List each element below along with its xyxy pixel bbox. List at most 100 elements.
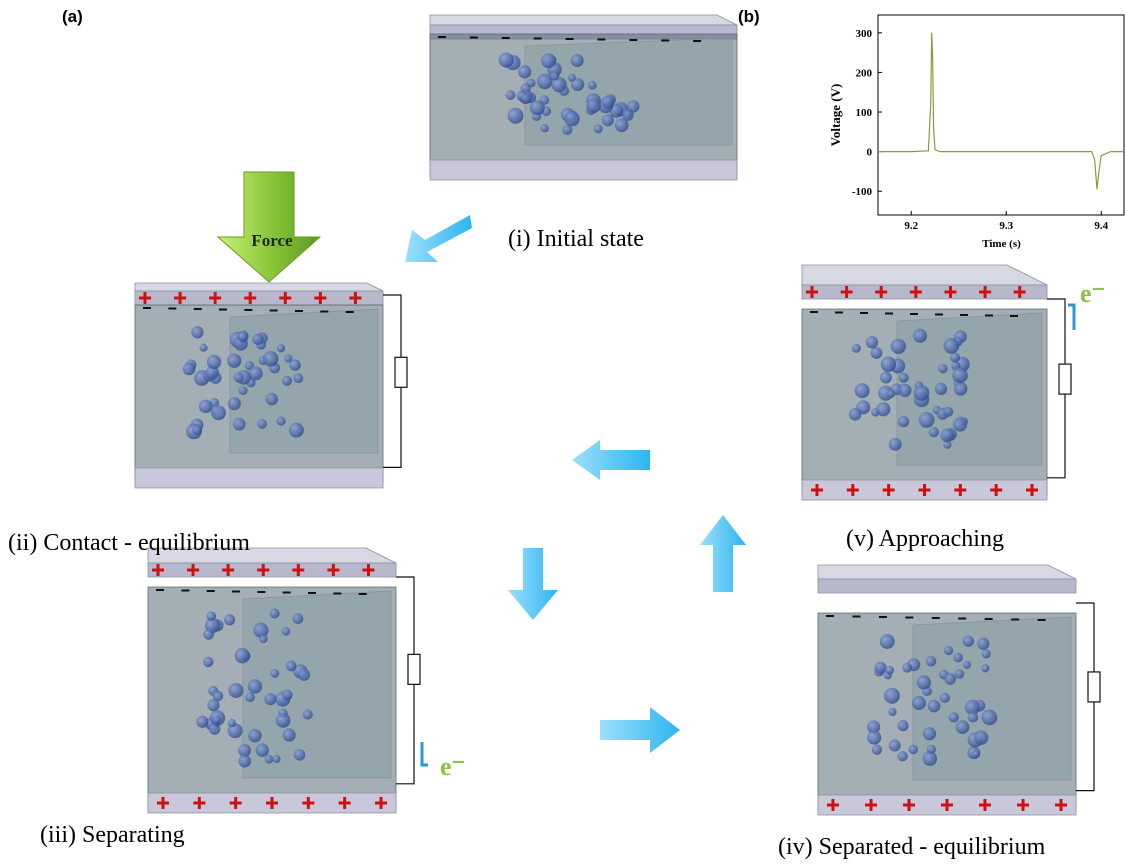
electron-arrow: [422, 742, 428, 765]
top-plate-edge: [802, 285, 1047, 299]
particle: [974, 731, 988, 745]
y-axis-title: Voltage (V): [828, 84, 843, 147]
particle: [912, 696, 926, 710]
particle: [238, 755, 251, 768]
particle: [207, 611, 217, 621]
particle: [615, 118, 629, 132]
particle: [286, 661, 297, 672]
particle: [270, 609, 280, 619]
stage-label: (ii) Contact - equilibrium: [8, 530, 250, 556]
arrow: [508, 548, 558, 620]
particle: [963, 661, 971, 669]
particle: [944, 673, 956, 685]
arrow: [405, 215, 472, 262]
particle: [550, 71, 559, 80]
particle: [293, 373, 303, 383]
particle: [902, 663, 912, 673]
particle: [282, 690, 292, 700]
particle: [888, 708, 896, 716]
particle: [196, 716, 208, 728]
particle: [899, 373, 909, 383]
particle: [849, 408, 862, 421]
particle: [303, 710, 313, 720]
particle: [866, 336, 878, 348]
particle: [228, 397, 241, 410]
stage-label: (iii) Separating: [40, 822, 185, 848]
resistor: [1088, 672, 1100, 702]
particle: [972, 750, 980, 758]
particle: [298, 669, 310, 681]
resistor: [1059, 364, 1071, 394]
stage-label: (v) Approaching: [846, 526, 1004, 552]
particle: [282, 627, 291, 636]
particle: [956, 720, 970, 734]
electron-arrow: [1068, 305, 1074, 330]
particle: [256, 743, 269, 756]
y-tick-label: 0: [867, 147, 873, 159]
particle: [207, 355, 221, 369]
particle: [875, 662, 887, 674]
particle: [586, 98, 601, 113]
particle: [277, 344, 285, 352]
particle: [943, 407, 953, 417]
particle: [881, 356, 896, 371]
particle: [913, 329, 927, 343]
particle: [211, 405, 226, 420]
particle: [876, 402, 890, 416]
particle: [949, 712, 959, 722]
arrow: [700, 515, 746, 592]
particle: [977, 638, 989, 650]
particle: [192, 425, 202, 435]
particle: [954, 382, 968, 396]
resistor: [395, 357, 407, 387]
particle: [968, 712, 978, 722]
electron-label: e⁻: [440, 752, 465, 781]
particle: [506, 90, 516, 100]
particle: [203, 657, 213, 667]
top-plate: [430, 15, 737, 25]
particle: [938, 364, 947, 373]
particle: [898, 416, 909, 427]
particle: [518, 65, 531, 78]
particle: [926, 656, 936, 666]
particle: [200, 344, 208, 352]
bottom-plate: [430, 160, 737, 180]
particle: [914, 385, 930, 401]
particle: [880, 634, 895, 649]
particle: [889, 739, 901, 751]
top-plate: [818, 565, 1076, 579]
x-tick-label: 9.2: [904, 220, 918, 232]
particle: [953, 653, 963, 663]
particle: [294, 749, 306, 761]
particle: [908, 745, 918, 755]
particle: [233, 418, 246, 431]
particle: [884, 688, 900, 704]
particle: [239, 386, 248, 395]
particle: [872, 745, 882, 755]
electron-label: e⁻: [1080, 279, 1105, 308]
particle: [897, 720, 908, 731]
particle: [199, 400, 213, 414]
particle: [852, 344, 861, 353]
particle: [887, 390, 895, 398]
arrow: [572, 440, 650, 480]
particle: [952, 367, 968, 383]
particle: [917, 675, 931, 689]
particle: [588, 81, 597, 90]
particle: [237, 331, 248, 342]
particle: [943, 338, 959, 354]
particle: [981, 710, 997, 726]
top-plate-edge: [135, 291, 383, 305]
particle: [248, 729, 261, 742]
particle: [982, 649, 991, 658]
particle: [871, 347, 883, 359]
panel-label: (b): [738, 7, 760, 26]
particle: [263, 351, 279, 367]
particle: [521, 93, 531, 103]
particle: [527, 79, 536, 88]
arrow: [600, 707, 680, 753]
particle: [207, 699, 219, 711]
particle: [276, 416, 285, 425]
particle: [867, 731, 881, 745]
